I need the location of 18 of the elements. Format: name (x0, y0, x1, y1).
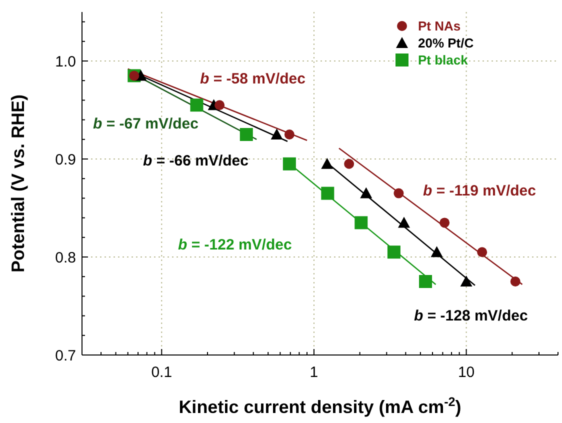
annotation: b = -119 mV/dec (423, 182, 536, 200)
annotation: b = -67 mV/dec (93, 115, 198, 132)
x-axis-title: Kinetic current density (mA cm$^{-2}$) (178, 395, 462, 417)
annotation: b = -122 mV/dec (178, 236, 292, 254)
y-tick-label: 0.8 (55, 249, 76, 266)
annotation: b = -66 mV/dec (143, 152, 248, 170)
legend-label: 20% Pt/C (418, 36, 474, 51)
annotation: b = -58 mV/dec (200, 70, 306, 88)
y-tick-label: 0.7 (55, 347, 76, 364)
y-axis-title: Potential (V vs. RHE) (8, 94, 28, 273)
y-tick-label: 0.9 (55, 151, 76, 168)
legend-label: Pt black (418, 52, 469, 68)
annotation: b = -128 mV/dec (414, 307, 528, 324)
x-tick-label: 0.1 (151, 364, 172, 381)
x-tick-label: 1 (310, 364, 318, 381)
legend-label: Pt NAs (418, 18, 461, 34)
y-tick-label: 1.0 (55, 53, 76, 70)
x-tick-label: 10 (458, 364, 475, 381)
